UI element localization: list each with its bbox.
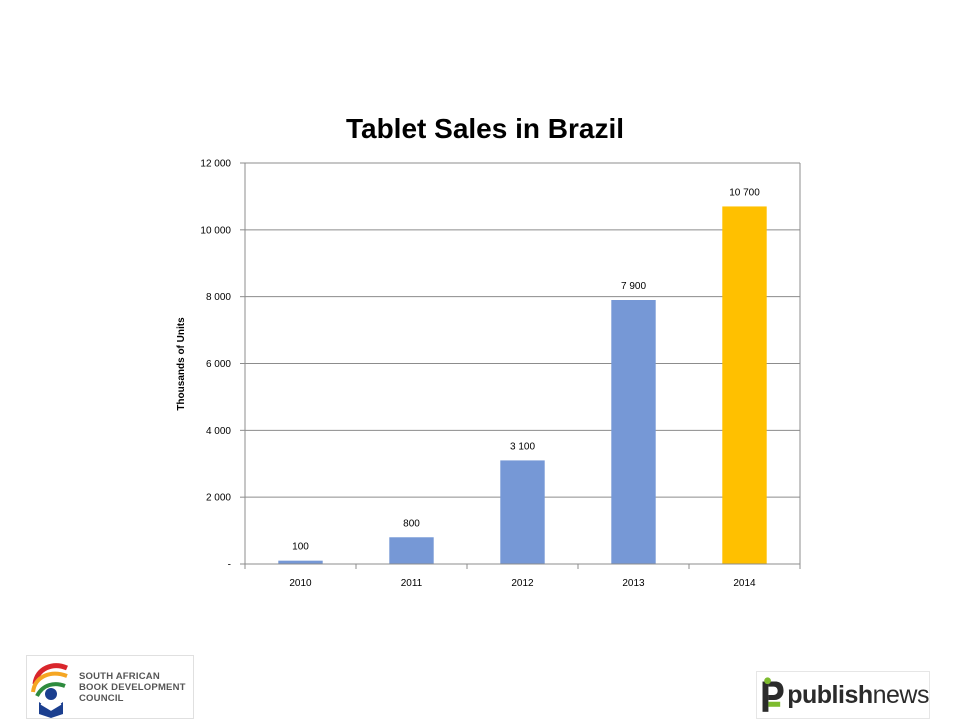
y-tick-label: 2 000 xyxy=(206,493,231,504)
brand-light-text: news xyxy=(872,680,930,709)
chart-title: Tablet Sales in Brazil xyxy=(346,113,624,144)
publishnews-logo: publishnews xyxy=(756,671,930,719)
y-axis-title: Thousands of Units xyxy=(176,317,187,411)
data-label: 3 100 xyxy=(510,441,535,452)
axes xyxy=(244,163,801,565)
bar-2012 xyxy=(500,460,545,564)
x-tick-label: 2012 xyxy=(511,578,534,589)
sabdc-logo: SOUTH AFRICAN BOOK DEVELOPMENT COUNCIL xyxy=(26,655,194,719)
data-label: 800 xyxy=(403,518,420,529)
publishnews-wordmark: publishnews xyxy=(787,681,929,710)
logo-text-line: BOOK DEVELOPMENT xyxy=(79,681,186,693)
data-label: 7 900 xyxy=(621,281,646,292)
data-label: 100 xyxy=(292,542,309,553)
bar-2013 xyxy=(611,300,656,564)
data-label: 10 700 xyxy=(729,187,760,198)
bar-chart: Tablet Sales in Brazil Thousands of Unit… xyxy=(176,113,801,589)
gridlines xyxy=(245,162,800,498)
x-axis-ticks: 2010 2011 2012 2013 2014 xyxy=(244,564,801,589)
y-tick-label: 8 000 xyxy=(206,292,231,303)
logo-text-line: SOUTH AFRICAN xyxy=(79,670,160,682)
y-tick-label: 6 000 xyxy=(206,359,231,370)
bars xyxy=(278,206,767,565)
x-tick-label: 2014 xyxy=(733,578,756,589)
y-tick-label: - xyxy=(228,560,231,571)
book-council-emblem-icon xyxy=(29,656,73,718)
y-tick-label: 10 000 xyxy=(200,225,231,236)
sabdc-logo-text: SOUTH AFRICAN BOOK DEVELOPMENT COUNCIL xyxy=(79,671,186,704)
data-labels: 100 800 3 100 7 900 10 700 xyxy=(292,187,760,552)
y-tick-label: 12 000 xyxy=(200,159,231,170)
publishnews-p-icon xyxy=(762,677,784,712)
y-axis-ticks: - 2 000 4 000 6 000 8 000 10 000 12 000 xyxy=(200,159,245,571)
x-tick-label: 2011 xyxy=(401,578,423,589)
x-tick-label: 2010 xyxy=(289,578,312,589)
logo-text-line: COUNCIL xyxy=(79,692,124,704)
x-tick-label: 2013 xyxy=(622,578,645,589)
brand-bold-text: publish xyxy=(787,680,873,709)
bar-2011 xyxy=(389,537,434,564)
y-tick-label: 4 000 xyxy=(206,426,231,437)
bar-2010 xyxy=(278,560,323,564)
bar-2014 xyxy=(722,206,767,565)
